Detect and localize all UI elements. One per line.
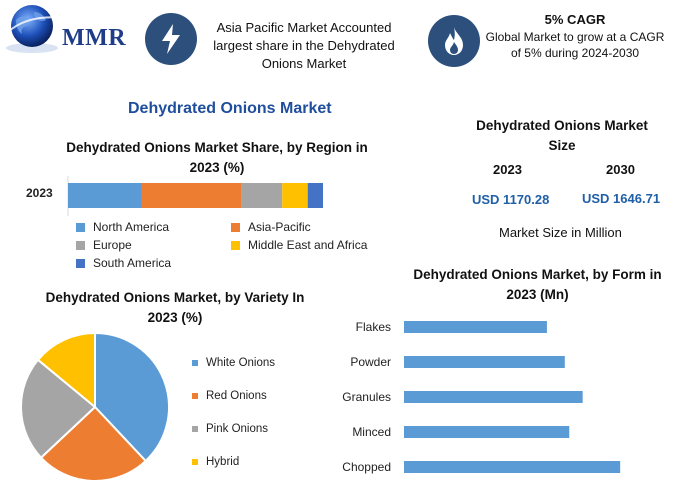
legend-swatch	[231, 222, 240, 232]
asia-pacific-note: Asia Pacific Market Accounted largest sh…	[213, 20, 395, 71]
region-bar-segment-middle-east-and-africa	[282, 183, 308, 208]
variety-legend-item-white-onions: White Onions	[192, 346, 275, 379]
form-bar-chopped	[404, 461, 621, 473]
pie-slice-hybrid	[36, 331, 96, 410]
region-bar-segment-europe	[241, 183, 283, 208]
legend-label: South America	[93, 256, 172, 270]
legend-swatch	[192, 359, 198, 366]
form-category-label-minced: Minced	[352, 425, 391, 439]
form-category-label-granules: Granules	[342, 390, 391, 404]
legend-swatch	[76, 222, 85, 232]
region-bar-category-label: 2023	[26, 186, 53, 200]
region-legend-item-north-america: North America	[76, 218, 231, 236]
lightning-icon	[145, 13, 197, 65]
legend-label: North America	[93, 220, 170, 234]
variety-legend-item-red-onions: Red Onions	[192, 379, 275, 412]
region-chart-title: Dehydrated Onions Market Share, by Regio…	[66, 140, 368, 175]
flame-icon	[428, 15, 480, 67]
variety-legend: White Onions Red Onions Pink Onions Hybrid	[192, 346, 275, 478]
variety-pie-chart	[20, 331, 170, 482]
variety-legend-item-hybrid: Hybrid	[192, 445, 275, 478]
market-size-year-2030: 2030	[606, 162, 635, 177]
market-size-value-2023: USD 1170.28	[472, 192, 550, 207]
form-category-label-powder: Powder	[350, 355, 391, 369]
region-stacked-bar-chart	[67, 176, 323, 216]
form-bar-chart: Flakes Powder Granules Minced Chopped	[342, 320, 621, 474]
region-bar-segment-north-america	[68, 183, 142, 208]
market-size-value-2030: USD 1646.71	[582, 191, 661, 206]
form-chart-title: Dehydrated Onions Market, by Form in 202…	[413, 267, 662, 302]
logo-text: MMR	[62, 25, 127, 51]
legend-swatch	[192, 425, 198, 432]
page-title: Dehydrated Onions Market	[128, 100, 332, 117]
form-bar-minced	[404, 426, 570, 438]
region-legend: North America Asia-Pacific Europe Middle Ea…	[76, 218, 396, 272]
form-category-label-chopped: Chopped	[342, 460, 391, 474]
legend-label: Asia-Pacific	[248, 220, 311, 234]
legend-label: Red Onions	[206, 389, 267, 402]
legend-label: Middle East and Africa	[248, 238, 368, 252]
form-bar-powder	[404, 356, 565, 368]
legend-swatch	[192, 458, 198, 465]
pie-slice-pink-onions	[20, 358, 97, 460]
market-size-year-2023: 2023	[493, 162, 522, 177]
variety-legend-item-pink-onions: Pink Onions	[192, 412, 275, 445]
form-bar-granules	[404, 391, 583, 403]
legend-swatch	[76, 258, 85, 268]
form-category-label-flakes: Flakes	[356, 320, 391, 334]
legend-label: Hybrid	[206, 455, 240, 468]
market-size-footer: Market Size in Million	[499, 225, 622, 240]
region-legend-item-south-america: South America	[76, 254, 231, 272]
region-legend-item-europe: Europe	[76, 236, 231, 254]
region-legend-item-middle-east-and-africa: Middle East and Africa	[231, 236, 396, 254]
mmr-logo	[2, 2, 134, 56]
legend-label: Europe	[93, 238, 132, 252]
market-size-title: Dehydrated Onions Market Size	[476, 118, 648, 153]
legend-swatch	[192, 392, 198, 399]
legend-label: Pink Onions	[206, 422, 269, 435]
region-bar-segment-asia-pacific	[141, 183, 242, 208]
cagr-title: 5% CAGR	[544, 12, 606, 27]
globe-logo-icon	[6, 5, 67, 53]
pie-slice-white-onions	[94, 331, 170, 463]
form-bar-flakes	[404, 321, 547, 333]
variety-chart-title: Dehydrated Onions Market, by Variety In …	[45, 290, 305, 325]
pie-slice-red-onions	[39, 405, 148, 482]
cagr-note: Global Market to grow at a CAGR of 5% du…	[485, 30, 665, 60]
legend-swatch	[76, 240, 85, 250]
region-bar-segment-south-america	[307, 183, 323, 208]
legend-label: White Onions	[206, 356, 276, 369]
legend-swatch	[231, 240, 240, 250]
region-legend-item-asia-pacific: Asia-Pacific	[231, 218, 396, 236]
